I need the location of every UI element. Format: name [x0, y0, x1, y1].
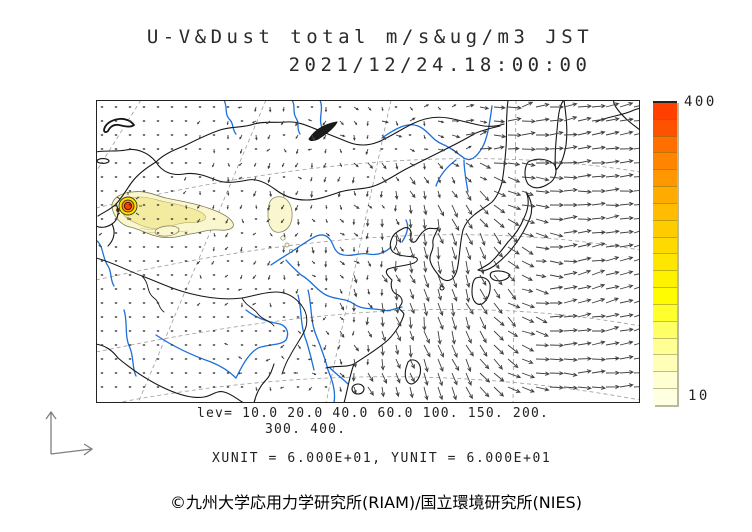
colorbar-segment — [653, 253, 677, 271]
colorbar-max-label: 400 — [684, 94, 717, 110]
colorbar-segment — [653, 371, 677, 389]
dust-core — [114, 192, 142, 220]
forecast-map — [96, 100, 640, 403]
colorbar-segment — [653, 270, 677, 288]
colorbar — [653, 101, 677, 405]
contour-levels-line2: 300. 400. — [265, 422, 347, 437]
wind-vectors — [98, 101, 640, 401]
colorbar-segment — [653, 303, 677, 321]
copyright-text: ©九州大学応用力学研究所(RIAM)/国立環境研究所(NIES) — [170, 493, 582, 512]
chart-title: U-V&Dust total m/s&ug/m3 JST — [146, 26, 594, 48]
colorbar-segment — [653, 287, 677, 304]
colorbar-segment — [653, 337, 677, 355]
dust-contours — [111, 191, 294, 254]
colorbar-segment — [653, 135, 677, 153]
colorbar-segment — [653, 118, 677, 136]
colorbar-segment — [653, 354, 677, 372]
colorbar-segment — [653, 152, 677, 170]
colorbar-segment — [653, 236, 677, 254]
colorbar-segment — [653, 103, 677, 119]
contour-levels-line1: lev= 10.0 20.0 40.0 60.0 100. 150. 200. — [197, 406, 550, 421]
rivers — [96, 100, 493, 403]
map-canvas — [96, 100, 640, 403]
vector-units-label: XUNIT = 6.000E+01, YUNIT = 6.000E+01 — [212, 451, 552, 466]
chart-timestamp: 2021/12/24.18:00:00 — [288, 54, 592, 76]
unit-vector-arrows-icon — [45, 410, 94, 456]
colorbar-segment — [653, 388, 677, 405]
colorbar-min-label: 10 — [688, 388, 710, 404]
colorbar-segment — [653, 186, 677, 203]
colorbar-segment — [653, 219, 677, 237]
map-frame — [96, 100, 640, 403]
colorbar-segment — [653, 169, 677, 187]
colorbar-segment — [653, 320, 677, 338]
colorbar-segment — [653, 202, 677, 220]
